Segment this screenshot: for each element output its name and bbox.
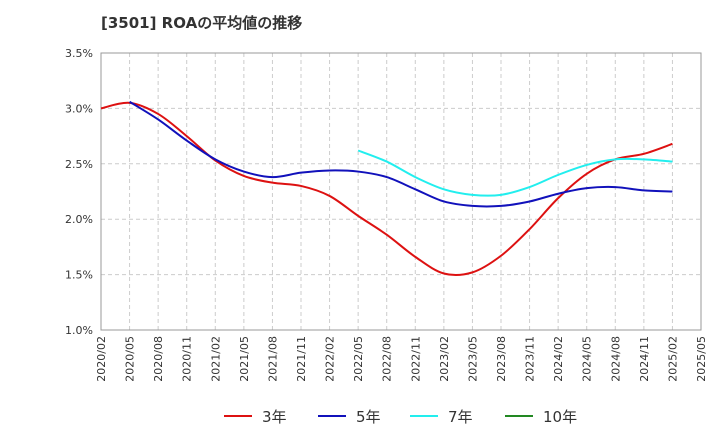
x-tick-label: 2024/08 bbox=[609, 336, 622, 382]
legend-item: 3年 bbox=[224, 402, 287, 430]
x-tick-label: 2021/05 bbox=[238, 336, 251, 382]
x-tick-label: 2022/08 bbox=[381, 336, 394, 382]
plot-area-frame bbox=[100, 52, 702, 331]
series-line-3 bbox=[357, 149, 673, 197]
x-tick-label: 2022/11 bbox=[409, 336, 422, 382]
x-tick-label: 2021/11 bbox=[295, 336, 308, 382]
x-tick-label: 2024/11 bbox=[638, 336, 651, 382]
legend-label: 7年 bbox=[448, 407, 473, 426]
series-line-1 bbox=[100, 101, 673, 277]
legend-swatch bbox=[224, 415, 252, 417]
y-tick-label: 1.0% bbox=[65, 324, 93, 337]
x-tick-label: 2020/08 bbox=[152, 336, 165, 382]
x-tick-label: 2023/11 bbox=[524, 336, 537, 382]
x-tick-label: 2025/05 bbox=[695, 336, 708, 382]
x-tick-label: 2023/05 bbox=[466, 336, 479, 382]
y-tick-label: 3.0% bbox=[65, 102, 93, 115]
legend-item: 7年 bbox=[410, 402, 473, 430]
legend-swatch bbox=[410, 415, 438, 417]
y-tick-label: 2.5% bbox=[65, 158, 93, 171]
y-tick-label: 2.0% bbox=[65, 213, 93, 226]
chart-title: [3501] ROAの平均値の推移 bbox=[101, 14, 303, 32]
x-tick-label: 2022/05 bbox=[352, 336, 365, 382]
x-tick-label: 2020/02 bbox=[95, 336, 108, 382]
y-tick-label: 1.5% bbox=[65, 269, 93, 282]
x-tick-label: 2022/02 bbox=[324, 336, 337, 382]
x-tick-label: 2020/05 bbox=[124, 336, 137, 382]
x-tick-label: 2024/02 bbox=[552, 336, 565, 382]
x-tick-label: 2023/02 bbox=[438, 336, 451, 382]
legend-label: 5年 bbox=[356, 407, 381, 426]
x-tick-label: 2021/02 bbox=[209, 336, 222, 382]
series-line-2 bbox=[129, 100, 673, 208]
x-tick-label: 2020/11 bbox=[181, 336, 194, 382]
legend-item: 5年 bbox=[318, 402, 381, 430]
legend-item: 10年 bbox=[505, 402, 577, 430]
chart-legend: 3年 5年 7年 10年 bbox=[0, 402, 720, 430]
legend-swatch bbox=[318, 415, 346, 417]
x-tick-label: 2024/05 bbox=[581, 336, 594, 382]
x-tick-label: 2021/08 bbox=[266, 336, 279, 382]
legend-swatch bbox=[505, 415, 533, 417]
legend-label: 3年 bbox=[262, 407, 287, 426]
x-tick-label: 2025/02 bbox=[666, 336, 679, 382]
legend-label: 10年 bbox=[543, 407, 578, 426]
y-tick-label: 3.5% bbox=[65, 47, 93, 60]
x-tick-label: 2023/08 bbox=[495, 336, 508, 382]
